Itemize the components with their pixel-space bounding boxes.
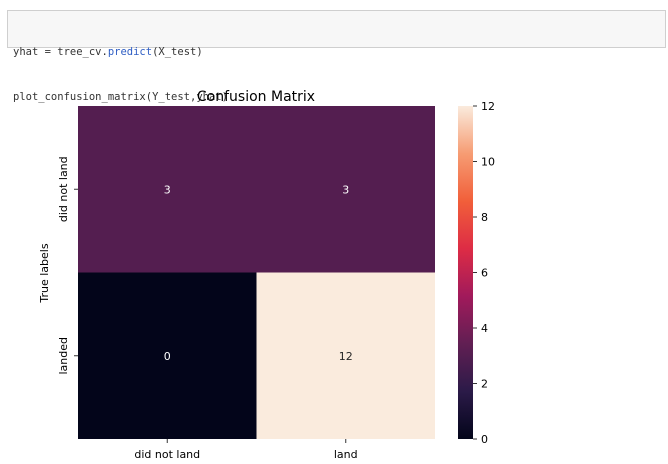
cell-value-label: 0 — [164, 350, 171, 363]
code-function-token: predict — [107, 46, 153, 58]
colorbar-tick-label: 2 — [481, 378, 488, 391]
x-tick-label: land — [334, 448, 358, 461]
colorbar — [458, 106, 473, 439]
cell-value-label: 3 — [342, 183, 349, 196]
code-cell[interactable]: yhat = tree_cv.predict(X_test) plot_conf… — [7, 10, 666, 103]
colorbar-tick-label: 8 — [481, 211, 488, 224]
heatmap-cell — [256, 106, 435, 273]
colorbar-tick-label: 12 — [481, 100, 495, 113]
cell-value-label: 12 — [339, 350, 353, 363]
heatmap-cell — [78, 272, 257, 439]
x-axis: did not land land — [134, 439, 358, 461]
y-tick-label: landed — [57, 337, 70, 375]
heatmap-cell — [78, 106, 257, 273]
y-axis-label: True labels — [38, 243, 51, 303]
cell-value-label: 3 — [164, 183, 171, 196]
colorbar-tick-label: 6 — [481, 267, 488, 280]
heatmap-annotations: 3 3 0 12 — [164, 183, 353, 363]
y-tick-label: did not land — [57, 156, 70, 222]
colorbar-tick-label: 10 — [481, 156, 495, 169]
colorbar-ticks: 0 2 4 6 8 10 12 — [473, 100, 495, 446]
chart-title: Confusion Matrix — [197, 89, 315, 105]
x-tick-label: did not land — [134, 448, 200, 461]
heatmap-cells — [78, 106, 435, 439]
colorbar-tick-label: 0 — [481, 433, 488, 446]
colorbar-tick-label: 4 — [481, 322, 488, 335]
code-text: (X_test) — [152, 46, 203, 58]
code-text: plot_confusion_matrix(Y_test,yhat) — [13, 91, 228, 103]
code-line-1: yhat = tree_cv.predict(X_test) — [13, 45, 659, 60]
code-text: yhat = tree_cv. — [13, 46, 108, 58]
code-line-2: plot_confusion_matrix(Y_test,yhat) — [13, 90, 659, 105]
y-axis: did not land landed — [57, 156, 78, 375]
heatmap-cell — [256, 272, 435, 439]
